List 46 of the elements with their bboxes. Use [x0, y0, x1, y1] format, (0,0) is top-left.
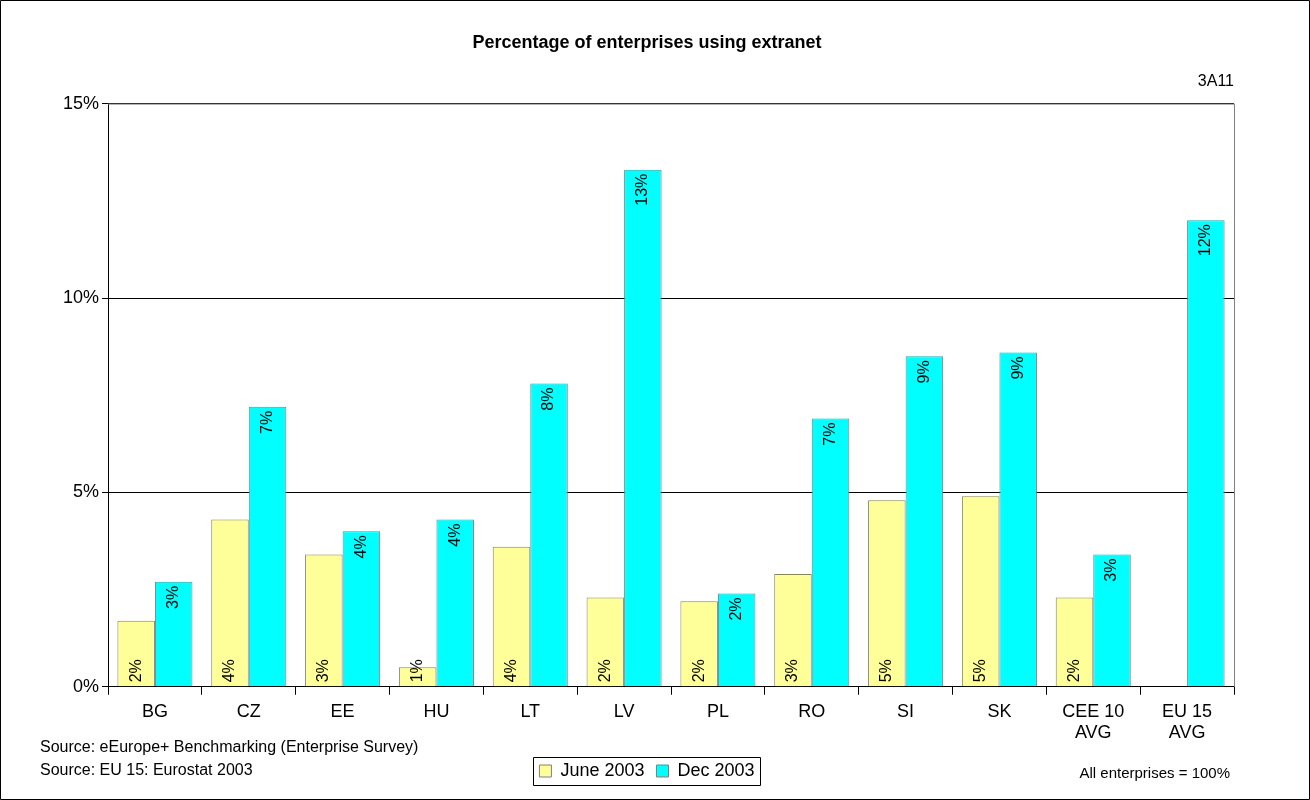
source-note: Source: eEurope+ Benchmarking (Enterprise Survey)	[40, 738, 419, 756]
y-tick-label: 15%	[63, 92, 100, 113]
x-tick-label: CZ	[236, 700, 261, 721]
data-label: 3%	[1102, 558, 1120, 582]
source-note: Source: EU 15: Eurostat 2003	[40, 761, 253, 779]
data-label: 2%	[689, 659, 707, 683]
chart-title: Percentage of enterprises using extranet	[472, 31, 822, 52]
x-tick-label: PL	[706, 700, 729, 721]
data-label: 8%	[539, 387, 557, 411]
data-label: 7%	[257, 410, 275, 434]
x-tick-label: CEE 10 AVG	[1062, 700, 1125, 743]
data-label: 9%	[1008, 356, 1026, 380]
data-label: 2%	[126, 659, 144, 683]
x-tick-label: EU 15 AVG	[1162, 700, 1213, 743]
data-label: 3%	[314, 659, 332, 683]
data-label: 12%	[1196, 224, 1214, 257]
x-tick-label: RO	[798, 700, 826, 721]
data-label: 1%	[408, 659, 426, 683]
y-tick-label: 5%	[73, 481, 100, 502]
legend-label: Dec 2003	[677, 759, 755, 780]
x-tick-label: EE	[330, 700, 355, 721]
data-label: 7%	[820, 422, 838, 446]
data-label: 2%	[1064, 659, 1082, 683]
data-label: 4%	[351, 535, 369, 559]
y-tick-label: 10%	[63, 286, 100, 307]
x-tick-label: LV	[613, 700, 635, 721]
y-tick-label: 0%	[73, 675, 100, 696]
text: 3A11	[1197, 72, 1235, 90]
x-tick-label: BG	[141, 700, 168, 721]
x-tick-label: SK	[987, 700, 1012, 721]
x-tick-label: HU	[423, 700, 450, 721]
data-label: 3%	[783, 659, 801, 683]
text: All enterprises = 100%	[1079, 764, 1230, 782]
data-label: 9%	[914, 360, 932, 384]
legend-label: June 2003	[560, 759, 645, 780]
data-label: 2%	[595, 659, 613, 683]
x-tick-label: LT	[520, 700, 541, 721]
data-label: 4%	[445, 523, 463, 547]
data-label: 2%	[727, 597, 745, 621]
data-label: 3%	[164, 585, 182, 609]
data-label: 13%	[633, 173, 651, 206]
data-label: 4%	[220, 659, 238, 683]
data-label: 5%	[877, 659, 895, 683]
x-tick-label: SI	[897, 700, 915, 721]
data-label: 4%	[501, 659, 519, 683]
data-label: 5%	[971, 659, 989, 683]
